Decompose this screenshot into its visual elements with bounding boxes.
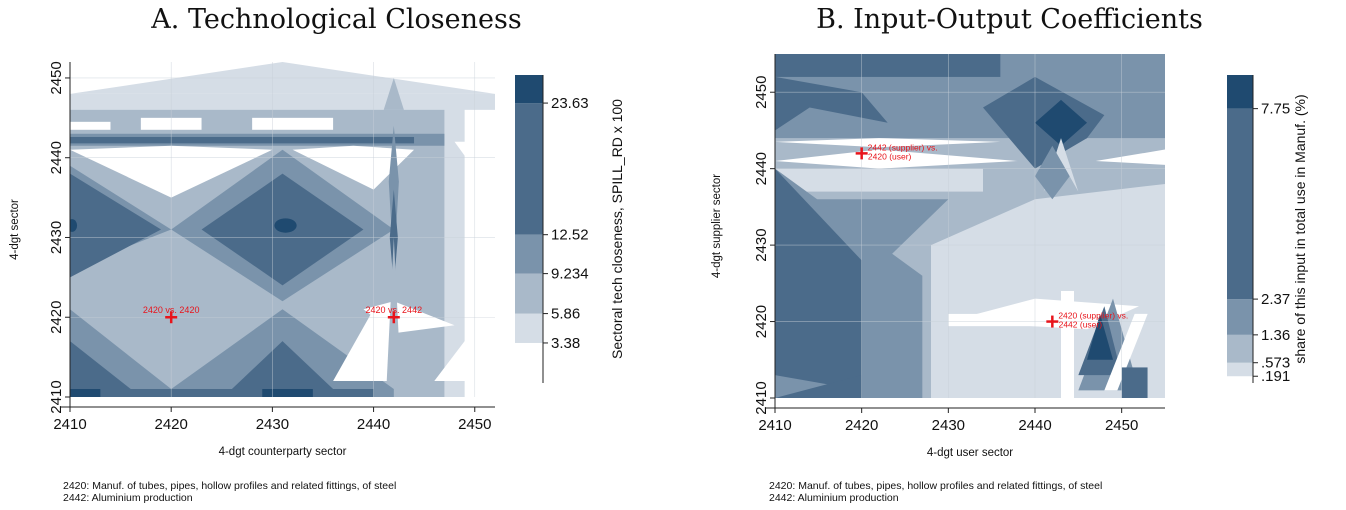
colorbar-band bbox=[515, 273, 543, 314]
colorbar-tick-label: 7.75 bbox=[1261, 101, 1290, 118]
colorbar-tick-label: 23.63 bbox=[551, 95, 589, 112]
colorbar-band bbox=[1227, 108, 1253, 300]
contour-plot-a: 2410 2420 2430 2440 2450 2410 2420 2430 2440 2450… bbox=[9, 61, 625, 458]
contour-band bbox=[70, 136, 415, 144]
x-axis-title: 4-dgt counterparty sector bbox=[219, 446, 347, 458]
y-axis-title: 4-dgt sector bbox=[9, 199, 21, 260]
sector-annotation: 2442 (user) bbox=[1059, 320, 1103, 330]
sector-annotation: 2420 (user) bbox=[868, 151, 912, 161]
contour-band bbox=[775, 54, 1001, 77]
contour-band bbox=[70, 219, 78, 232]
contour-band bbox=[70, 389, 101, 397]
colorbar-band bbox=[1227, 376, 1253, 383]
y-tick-label: 2410 bbox=[48, 380, 65, 413]
y-tick-label: 2450 bbox=[753, 76, 770, 109]
contour-band bbox=[1104, 313, 1148, 391]
contour-band bbox=[775, 168, 983, 192]
x-tick-label: 2450 bbox=[1105, 417, 1138, 434]
panel-input-output-coefficients: B. Input-Output Coefficients 2410 2420 243… bbox=[673, 0, 1346, 510]
y-tick-label: 2420 bbox=[753, 305, 770, 338]
contour-band bbox=[1095, 149, 1165, 165]
contour-band bbox=[1043, 138, 1079, 192]
contour-band bbox=[1061, 290, 1074, 398]
sector-note-2442: 2442: Aluminium production bbox=[769, 492, 899, 504]
colorbar-tick-label: .191 bbox=[1261, 368, 1290, 385]
contour-band bbox=[775, 138, 1001, 148]
contour-band bbox=[70, 341, 374, 397]
contour-band bbox=[292, 145, 415, 190]
sector-note-2420: 2420: Manuf. of tubes, pipes, hollow pro… bbox=[63, 480, 397, 492]
contour-fill-group bbox=[70, 62, 495, 397]
x-tick-label: 2410 bbox=[758, 417, 791, 434]
contour-band bbox=[1147, 191, 1165, 398]
contour-band bbox=[386, 237, 401, 382]
y-tick-label: 2440 bbox=[753, 152, 770, 185]
colorbar-tick-label: 5.86 bbox=[551, 306, 580, 323]
contour-band bbox=[1035, 99, 1087, 146]
colorbar-tick-label: 12.52 bbox=[551, 227, 589, 244]
x-tick-label: 2440 bbox=[357, 416, 390, 433]
colorbar-tick-label: 3.38 bbox=[551, 335, 580, 352]
sector-annotation: 2442 (supplier) vs. bbox=[868, 142, 938, 152]
contour-band bbox=[262, 389, 313, 397]
colorbar-band bbox=[515, 75, 543, 104]
y-tick-label: 2420 bbox=[48, 301, 65, 334]
colorbar-tick-label: 1.36 bbox=[1261, 327, 1290, 344]
colorbar-band bbox=[515, 342, 543, 383]
y-tick-label: 2430 bbox=[753, 228, 770, 261]
contour-band bbox=[775, 76, 888, 131]
x-tick-label: 2430 bbox=[932, 417, 965, 434]
x-tick-label: 2450 bbox=[458, 416, 491, 433]
colorbar-band bbox=[1227, 75, 1253, 109]
contour-fill-group bbox=[775, 54, 1165, 398]
colorbar-band bbox=[1227, 299, 1253, 335]
colorbar-tick-label: 9.234 bbox=[551, 266, 589, 283]
contour-band bbox=[775, 375, 862, 398]
contour-band bbox=[70, 121, 111, 130]
sector-note-2420: 2420: Manuf. of tubes, pipes, hollow pro… bbox=[769, 480, 1103, 492]
contour-band bbox=[1035, 145, 1070, 200]
y-tick-label: 2440 bbox=[48, 141, 65, 174]
contour-band bbox=[464, 109, 495, 397]
x-axis-title: 4-dgt user sector bbox=[927, 447, 1013, 459]
contour-band bbox=[1121, 367, 1148, 398]
panel-technological-closeness: A. Technological Closeness 2410 2420 2430 2… bbox=[9, 4, 625, 504]
colorbar-band bbox=[515, 234, 543, 274]
colorbar-band bbox=[1227, 334, 1253, 363]
x-tick-label: 2420 bbox=[845, 417, 878, 434]
chart-title: A. Technological Closeness bbox=[151, 4, 522, 35]
colorbar-tick-label: .573 bbox=[1261, 355, 1290, 372]
chart-title: B. Input-Output Coefficients bbox=[816, 4, 1203, 35]
x-tick-label: 2440 bbox=[1018, 417, 1051, 434]
contour-band bbox=[252, 117, 334, 130]
x-tick-label: 2430 bbox=[256, 416, 289, 433]
sector-note-2442: 2442: Aluminium production bbox=[63, 492, 193, 504]
contour-band bbox=[70, 173, 162, 278]
contour-plot-b: 2410 2420 2430 2440 2450 2410 2420 2430 2440 2450… bbox=[711, 54, 1308, 459]
sector-annotation: 2420 vs. 2442 bbox=[366, 305, 423, 315]
contour-band bbox=[1087, 313, 1113, 360]
sector-annotation: 2420 vs. 2420 bbox=[143, 305, 200, 315]
colorbar-title: Sectoral tech closeness, SPILL_RD x 100 bbox=[609, 99, 625, 359]
colorbar-tick-label: 2.37 bbox=[1261, 291, 1290, 308]
y-tick-label: 2410 bbox=[753, 381, 770, 414]
y-tick-label: 2430 bbox=[48, 221, 65, 254]
x-tick-label: 2420 bbox=[155, 416, 188, 433]
contour-band bbox=[775, 149, 1018, 169]
contour-band bbox=[274, 218, 297, 233]
y-axis-title: 4-dgt supplier sector bbox=[711, 174, 723, 278]
colorbar-band bbox=[515, 103, 543, 235]
y-tick-label: 2450 bbox=[48, 61, 65, 94]
contour-band bbox=[383, 77, 404, 110]
x-tick-label: 2410 bbox=[53, 416, 86, 433]
colorbar-band bbox=[1227, 362, 1253, 377]
sector-annotation: 2420 (supplier) vs. bbox=[1058, 311, 1128, 321]
contour-band bbox=[333, 309, 394, 382]
colorbar-band bbox=[515, 313, 543, 343]
colorbar-title: share of this input in total use in Manu… bbox=[1292, 94, 1308, 363]
contour-band bbox=[775, 168, 862, 391]
